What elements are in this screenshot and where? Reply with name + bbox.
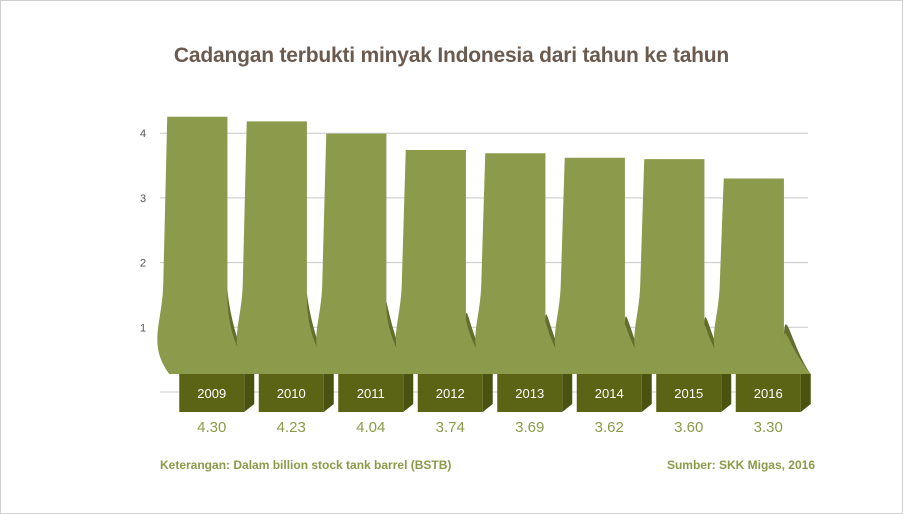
category-box-side: [800, 374, 811, 412]
category-label: 2011: [357, 386, 385, 401]
category-box: [338, 374, 404, 412]
category-box-side: [721, 374, 732, 412]
bar-group: 2013 3.69: [475, 153, 573, 436]
chart-title: Cadangan terbukti minyak Indonesia dari …: [173, 44, 730, 67]
value-label: 4.04: [356, 419, 385, 436]
category-box: [656, 374, 722, 412]
category-box-side: [403, 374, 414, 412]
bar-shadow: [457, 150, 493, 374]
value-label: 3.74: [436, 419, 465, 436]
category-box: [576, 374, 642, 412]
y-tick-label: 2: [140, 258, 146, 270]
category-box-side: [244, 374, 255, 412]
bar: [713, 178, 811, 374]
category-box-side: [562, 374, 573, 412]
value-label: 4.23: [277, 419, 306, 436]
category-label: 2012: [436, 386, 465, 401]
value-label: 3.62: [595, 419, 624, 436]
bar: [236, 121, 334, 374]
category-box-side: [641, 374, 652, 412]
bars: 2009 4.30 2010 4.23 2011 4.04 2012 3.74 2013 3.69…: [157, 116, 811, 436]
bar-shadow: [696, 159, 732, 374]
category-label: 2009: [197, 386, 226, 401]
y-axis-ticks: 1 2 3 4: [140, 128, 146, 334]
category-box: [497, 374, 563, 412]
value-label: 4.30: [197, 419, 226, 436]
bar-group: 2012 3.74: [395, 150, 493, 436]
bar-group: 2011 4.04: [316, 133, 414, 436]
bar: [395, 150, 493, 374]
category-box-side: [482, 374, 493, 412]
category-label: 2015: [674, 386, 703, 401]
bar-shadow: [537, 153, 573, 374]
category-label: 2014: [595, 386, 624, 401]
y-tick-label: 1: [140, 322, 146, 334]
value-label: 3.69: [515, 419, 544, 436]
bar: [475, 153, 573, 374]
bar-group: 2010 4.23: [236, 121, 334, 436]
category-label: 2010: [277, 386, 306, 401]
category-label: 2013: [515, 386, 544, 401]
bar-group: 2015 3.60: [634, 159, 732, 436]
bar: [157, 116, 255, 374]
bar: [634, 159, 732, 374]
unit-note: Keterangan: Dalam billion stock tank bar…: [160, 458, 452, 472]
category-box: [417, 374, 483, 412]
value-label: 3.60: [674, 419, 703, 436]
category-box: [735, 374, 801, 412]
source-note: Sumber: SKK Migas, 2016: [666, 458, 815, 472]
y-tick-label: 3: [140, 193, 146, 205]
value-label: 3.30: [754, 419, 783, 436]
y-tick-label: 4: [140, 128, 146, 140]
category-box: [179, 374, 245, 412]
bar-shadow: [378, 133, 414, 374]
bar: [316, 133, 414, 374]
bar-shadow: [616, 157, 652, 374]
category-label: 2016: [754, 386, 783, 401]
bar: [554, 157, 652, 374]
category-box-side: [323, 374, 334, 412]
bar-group: 2014 3.62: [554, 157, 652, 436]
bar-group: 2009 4.30: [157, 116, 255, 436]
bar-group: 2016 3.30: [713, 178, 811, 436]
category-box: [258, 374, 324, 412]
